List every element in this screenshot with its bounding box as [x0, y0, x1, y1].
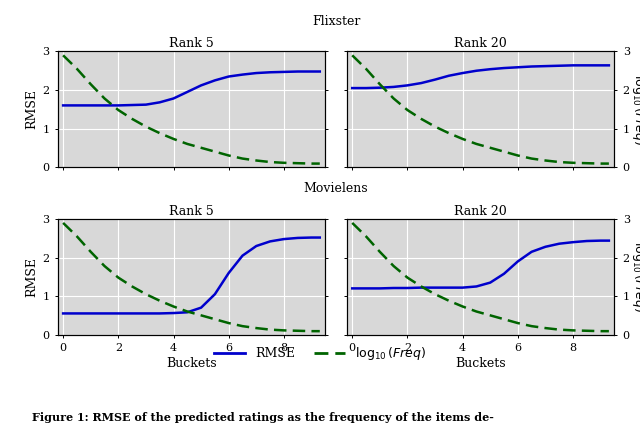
X-axis label: Buckets: Buckets: [455, 357, 506, 370]
Title: Rank 20: Rank 20: [454, 205, 507, 218]
Text: Movielens: Movielens: [304, 182, 368, 196]
Legend: RMSE, $\log_{10}(Freq)$: RMSE, $\log_{10}(Freq)$: [209, 340, 431, 367]
Title: Rank 20: Rank 20: [454, 37, 507, 50]
Title: Rank 5: Rank 5: [169, 37, 214, 50]
Text: Figure 1: RMSE of the predicted ratings as the frequency of the items de-: Figure 1: RMSE of the predicted ratings …: [32, 412, 494, 423]
Title: Rank 5: Rank 5: [169, 205, 214, 218]
X-axis label: Buckets: Buckets: [166, 357, 217, 370]
Y-axis label: $\log_{10}(Freq)$: $\log_{10}(Freq)$: [630, 74, 640, 145]
Y-axis label: RMSE: RMSE: [25, 257, 38, 297]
Y-axis label: RMSE: RMSE: [25, 89, 38, 129]
Text: Flixster: Flixster: [312, 15, 360, 28]
Y-axis label: $\log_{10}(Freq)$: $\log_{10}(Freq)$: [630, 241, 640, 312]
